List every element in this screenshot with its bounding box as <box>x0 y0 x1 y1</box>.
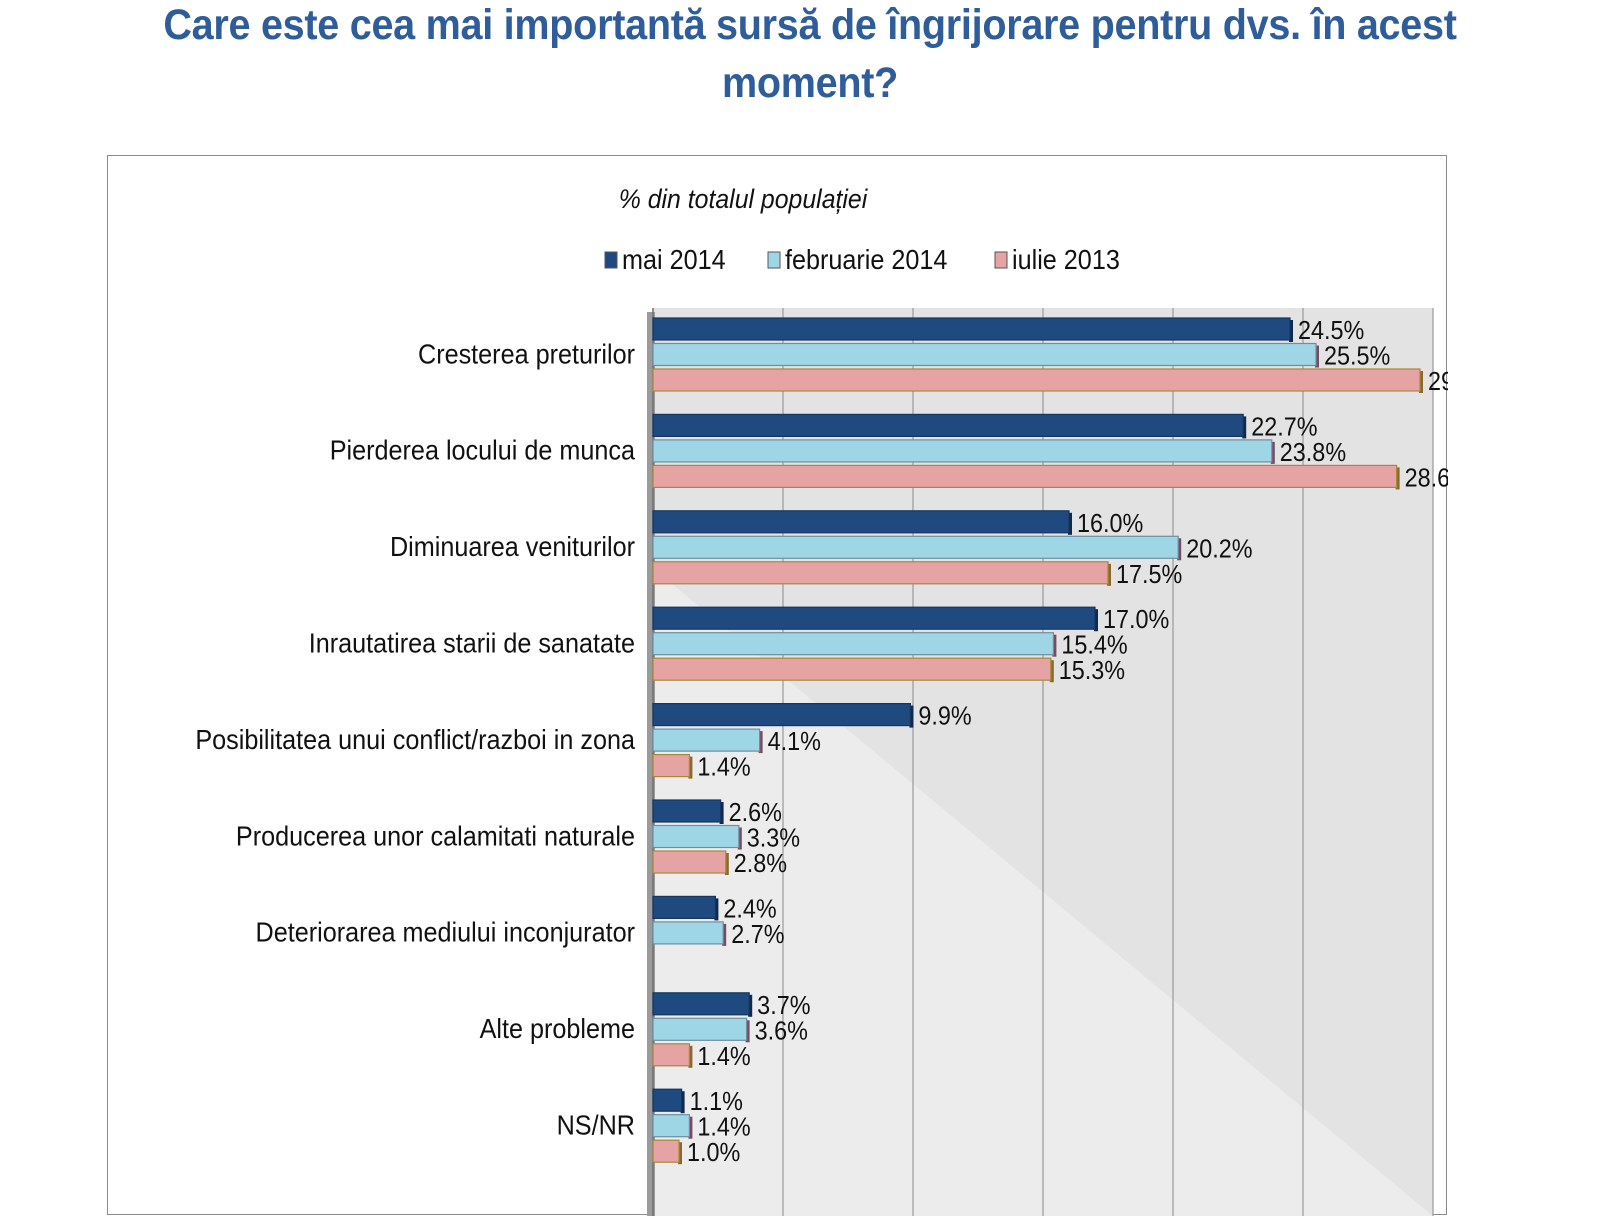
bar-end-mai-2014 <box>909 705 914 728</box>
y-axis-wall <box>647 312 655 1216</box>
data-label-mai-2014: 22.7% <box>1251 413 1317 441</box>
bar-mai-2014 <box>652 799 722 823</box>
bar-februarie-2014 <box>652 439 1273 463</box>
data-label-mai-2014: 3.7% <box>757 992 810 1020</box>
bar-februarie-2014 <box>652 921 724 945</box>
bar-iulie-2013 <box>652 657 1052 681</box>
bar-end-iulie-2013 <box>678 1142 682 1165</box>
data-label-mai-2014: 9.9% <box>918 703 971 731</box>
bar-end-mai-2014 <box>680 1091 685 1114</box>
bar-end-mai-2014 <box>1094 609 1098 632</box>
category-label: Deteriorarea mediului inconjurator <box>256 916 636 948</box>
bar-end-iulie-2013 <box>688 1045 693 1068</box>
category-label: Diminuarea veniturilor <box>390 531 635 563</box>
data-label-iulie-2013: 17.5% <box>1116 561 1182 589</box>
category-label: Alte probleme <box>480 1013 635 1045</box>
data-label-iulie-2013: 1.0% <box>687 1139 740 1167</box>
data-label-mai-2014: 1.1% <box>690 1088 743 1116</box>
bar-end-februarie-2014 <box>1177 538 1182 561</box>
bar-end-februarie-2014 <box>1270 441 1275 464</box>
legend-label-mai-2014: mai 2014 <box>622 244 726 276</box>
data-label-februarie-2014: 2.7% <box>731 921 784 949</box>
bar-end-mai-2014 <box>714 898 719 921</box>
bar-end-februarie-2014 <box>745 1020 750 1043</box>
category-label: Cresterea preturilor <box>418 338 635 370</box>
data-label-mai-2014: 16.0% <box>1077 510 1143 538</box>
data-label-februarie-2014: 4.1% <box>768 728 821 756</box>
data-label-februarie-2014: 1.4% <box>697 1114 750 1142</box>
bar-end-februarie-2014 <box>1052 634 1057 657</box>
bar-mai-2014 <box>652 510 1070 534</box>
bar-end-februarie-2014 <box>758 731 763 754</box>
legend-swatch-iulie-2013 <box>994 251 1008 269</box>
category-label: Pierderea locului de munca <box>330 434 635 466</box>
bar-end-iulie-2013 <box>1049 660 1054 683</box>
data-label-februarie-2014: 25.5% <box>1324 342 1390 370</box>
bar-end-mai-2014 <box>719 802 724 824</box>
bar-end-iulie-2013 <box>1419 371 1423 393</box>
bar-mai-2014 <box>652 895 717 920</box>
data-label-februarie-2014: 23.8% <box>1280 439 1346 467</box>
bar-end-februarie-2014 <box>722 923 727 946</box>
legend-swatch-februarie-2014 <box>767 251 781 269</box>
category-label: Producerea unor calamitati naturale <box>236 820 635 852</box>
category-label: Inrautatirea starii de sanatate <box>309 627 635 659</box>
bar-end-mai-2014 <box>1289 320 1293 342</box>
bar-end-iulie-2013 <box>1107 563 1111 586</box>
bar-februarie-2014 <box>652 1114 691 1138</box>
data-label-februarie-2014: 15.4% <box>1061 632 1127 660</box>
legend-swatch-mai-2014 <box>604 251 618 269</box>
chart-subtitle: % din totalul populației <box>619 185 869 214</box>
bar-mai-2014 <box>652 413 1244 437</box>
bar-iulie-2013 <box>652 1043 691 1067</box>
bar-februarie-2014 <box>652 1017 748 1041</box>
chart: % din totalul populației mai 2014 februari… <box>195 185 1448 1216</box>
legend-label-februarie-2014: februarie 2014 <box>785 244 948 276</box>
data-label-iulie-2013: 29.5% <box>1428 368 1448 396</box>
bar-iulie-2013 <box>652 464 1398 488</box>
data-label-iulie-2013: 2.8% <box>734 850 787 878</box>
data-label-iulie-2013: 1.4% <box>697 1043 750 1071</box>
data-label-iulie-2013: 15.3% <box>1059 657 1125 685</box>
bar-end-iulie-2013 <box>724 853 729 875</box>
bar-februarie-2014 <box>652 824 740 849</box>
category-label: Posibilitatea unui conflict/razboi in zo… <box>195 724 635 756</box>
bar-februarie-2014 <box>652 342 1317 367</box>
bar-mai-2014 <box>652 702 911 727</box>
data-label-iulie-2013: 1.4% <box>697 754 750 782</box>
bar-februarie-2014 <box>652 535 1179 559</box>
bar-end-mai-2014 <box>1242 416 1247 439</box>
data-label-mai-2014: 2.4% <box>723 895 776 923</box>
data-label-mai-2014: 2.6% <box>729 799 782 827</box>
bar-end-mai-2014 <box>1068 512 1072 535</box>
bar-iulie-2013 <box>652 753 691 778</box>
bar-end-februarie-2014 <box>688 1116 693 1139</box>
bar-februarie-2014 <box>652 632 1054 656</box>
legend-label-iulie-2013: iulie 2013 <box>1012 244 1120 276</box>
bar-iulie-2013 <box>652 561 1109 585</box>
data-label-februarie-2014: 3.6% <box>755 1017 808 1045</box>
bar-end-mai-2014 <box>748 994 753 1017</box>
bar-iulie-2013 <box>652 1139 680 1163</box>
page-title: Care este cea mai importantă sursă de în… <box>163 1 1457 107</box>
data-label-mai-2014: 17.0% <box>1103 606 1169 634</box>
bar-mai-2014 <box>652 606 1096 630</box>
data-label-februarie-2014: 20.2% <box>1186 535 1252 563</box>
data-label-mai-2014: 24.5% <box>1298 317 1364 345</box>
bar-mai-2014 <box>652 992 750 1016</box>
category-label: NS/NR <box>557 1109 635 1141</box>
data-label-februarie-2014: 3.3% <box>747 824 800 852</box>
data-label-iulie-2013: 28.6% <box>1405 464 1448 492</box>
bar-end-iulie-2013 <box>688 756 693 779</box>
bar-februarie-2014 <box>652 728 761 752</box>
bar-mai-2014 <box>652 1088 683 1112</box>
bar-end-februarie-2014 <box>1315 345 1319 368</box>
bar-iulie-2013 <box>652 368 1421 392</box>
bar-iulie-2013 <box>652 850 727 874</box>
bar-mai-2014 <box>652 317 1291 341</box>
chart-frame: % din totalul populației mai 2014 februari… <box>107 155 1448 1216</box>
bar-end-iulie-2013 <box>1395 467 1400 490</box>
bar-end-februarie-2014 <box>737 827 742 850</box>
